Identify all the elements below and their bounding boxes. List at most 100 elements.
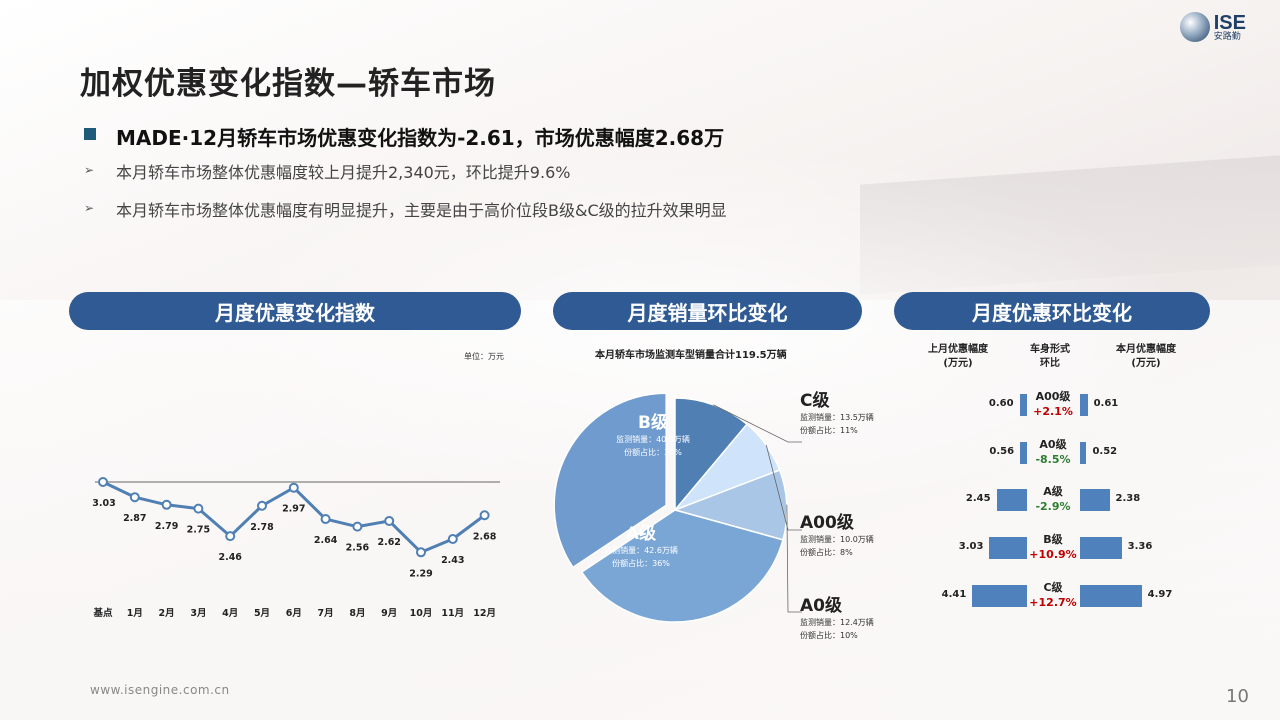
slice-name: A0级 (800, 596, 842, 616)
leader-line (765, 444, 802, 531)
class-change: A级 -2.9% (1023, 484, 1083, 514)
data-label: 2.75 (187, 525, 210, 536)
class-change: A00级 +2.1% (1023, 389, 1083, 419)
data-label: 2.97 (282, 504, 305, 515)
class-name: A0级 (1039, 438, 1067, 451)
data-label: 2.43 (441, 555, 464, 566)
pie-slice (553, 392, 667, 569)
data-point (479, 510, 490, 521)
data-point (225, 531, 236, 542)
bullet-text-2: 本月轿车市场整体优惠幅度有明显提升，主要是由于高价位段B级&C级的拉升效果明显 (116, 201, 727, 220)
x-tick-label: 11月 (441, 608, 464, 619)
leader-line (713, 404, 802, 443)
headline: MADE·12月轿车市场优惠变化指数为-2.61，市场优惠幅度2.68万 (116, 126, 725, 150)
bar-cur-label: 0.61 (1093, 398, 1119, 409)
globe-icon (1179, 12, 1210, 42)
panel-title-pie: 月度销量环比变化 (553, 292, 862, 330)
slice-sales: 监测销量：13.5万辆 (800, 413, 874, 422)
pie-caption: 本月轿车市场监测车型销量合计119.5万辆 (595, 350, 787, 361)
data-label: 3.03 (92, 498, 115, 509)
bar-cur (1080, 585, 1142, 607)
brand-logo: ISE 安路勤 (1179, 11, 1246, 42)
class-change: B级 +10.9% (1023, 532, 1083, 562)
slice-name: A00级 (800, 513, 854, 533)
page-title: 加权优惠变化指数—轿车市场 (80, 66, 496, 102)
slice-share: 份额占比：8% (800, 548, 853, 557)
x-tick-label: 10月 (410, 608, 433, 619)
slice-share: 份额占比：36% (612, 559, 670, 568)
data-point (129, 492, 140, 503)
bar-prev-label: 3.03 (958, 541, 984, 552)
bar-cur-label: 4.97 (1147, 589, 1173, 600)
bar-prev (1020, 442, 1027, 464)
data-point (193, 503, 204, 514)
x-tick-label: 8月 (349, 608, 365, 619)
x-tick-label: 4月 (222, 608, 238, 619)
data-label: 2.56 (346, 543, 370, 554)
change-percent: +12.7% (1029, 596, 1077, 609)
x-tick-label: 1月 (127, 608, 143, 619)
x-tick-label: 2月 (159, 608, 175, 619)
slice-sales: 监测销量：42.6万辆 (604, 546, 678, 555)
bar-prev (989, 537, 1027, 559)
footer-url: www.isengine.com.cn (90, 683, 230, 697)
bullet-text-1: 本月轿车市场整体优惠幅度较上月提升2,340元，环比提升9.6% (116, 163, 571, 182)
x-tick-label: 12月 (473, 608, 496, 619)
pie-label-c: C级 监测销量：13.5万辆 份额占比：11% (800, 386, 874, 437)
data-point (161, 499, 172, 510)
bar-cur-label: 2.38 (1115, 493, 1141, 504)
data-label: 2.68 (473, 531, 497, 542)
bar-prev (1019, 394, 1027, 416)
data-point (257, 500, 267, 511)
x-tick-label: 6月 (286, 608, 302, 619)
data-point (416, 547, 426, 558)
bar-prev (972, 585, 1027, 607)
bullet-arrow-icon: ➢ (84, 201, 95, 215)
logo-text: ISE (1213, 11, 1246, 34)
class-name: C级 (1043, 581, 1063, 594)
bar-cur (1080, 489, 1110, 511)
data-label: 2.78 (250, 522, 274, 533)
change-percent: -2.9% (1035, 500, 1071, 513)
bar-prev-label: 4.41 (941, 589, 967, 600)
data-point (447, 534, 458, 544)
data-label: 2.46 (218, 552, 242, 563)
bar-cur-label: 3.36 (1127, 541, 1153, 552)
data-point (352, 521, 363, 532)
bar-prev-label: 0.60 (988, 398, 1014, 409)
data-point (288, 482, 299, 493)
class-change: A0级 -8.5% (1023, 437, 1083, 467)
slice-sales: 监测销量：10.0万辆 (800, 535, 874, 544)
class-change: C级 +12.7% (1023, 580, 1083, 610)
class-name: A00级 (1035, 390, 1071, 403)
data-point (320, 514, 331, 525)
pie-label-b: B级 监测销量：40.9万辆 份额占比：34% (610, 408, 696, 459)
slice-name: B级 (638, 413, 668, 433)
unit-label: 单位：万元 (464, 352, 504, 361)
change-percent: +2.1% (1033, 405, 1073, 418)
pie-chart (553, 392, 802, 623)
logo-subtext: 安路勤 (1213, 31, 1241, 42)
change-percent: -8.5% (1035, 453, 1071, 466)
x-tick-label: 基点 (92, 607, 113, 619)
bullet-arrow-icon: ➢ (84, 163, 95, 177)
data-label: 2.79 (155, 521, 178, 532)
header-cur: 本月优惠幅度 (万元) (1116, 344, 1176, 369)
pie-label-a0: A0级 监测销量：12.4万辆 份额占比：10% (800, 591, 874, 642)
x-tick-label: 3月 (190, 608, 206, 619)
bar-cur (1080, 394, 1088, 416)
slice-name: A级 (625, 524, 657, 544)
slice-name: C级 (800, 391, 830, 411)
bar-cur-label: 0.52 (1092, 446, 1118, 457)
headline-bullet-square (84, 128, 96, 140)
slice-share: 份额占比：10% (800, 631, 858, 640)
class-name: A级 (1043, 485, 1063, 498)
x-tick-label: 9月 (381, 608, 397, 619)
slice-share: 份额占比：11% (800, 426, 858, 435)
page-number: 10 (1226, 686, 1249, 707)
data-label: 2.87 (123, 513, 146, 524)
leader-line (786, 504, 802, 613)
panel-title-line: 月度优惠变化指数 (69, 292, 521, 330)
bar-cur (1080, 442, 1087, 464)
data-point (384, 515, 395, 526)
